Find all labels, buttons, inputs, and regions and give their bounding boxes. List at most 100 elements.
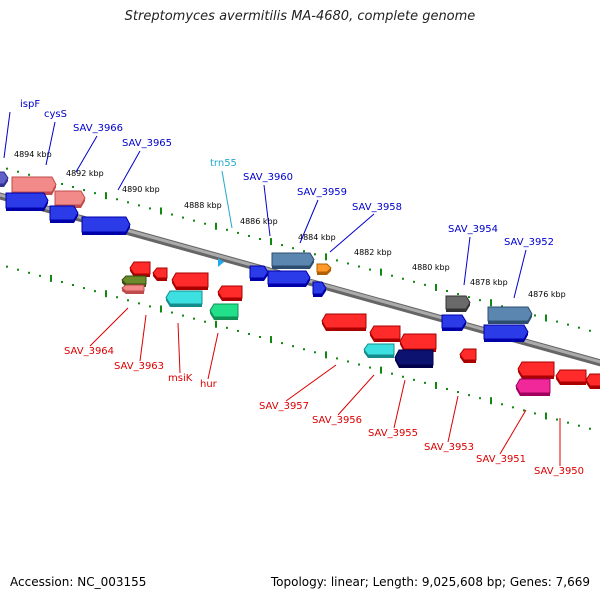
minor-tick [336,259,338,262]
gene-SAV_3959[interactable] [316,263,332,275]
minor-tick [413,378,415,381]
gene-SAV_3964[interactable] [129,261,151,277]
minor-tick [303,348,305,351]
minor-tick [556,320,558,323]
gene-label[interactable]: SAV_3953 [424,442,474,453]
gene-SAV_3958a[interactable] [249,265,269,281]
gene-label[interactable]: trn55 [210,158,237,169]
kbp-tick-label: 4888 kbp [184,201,222,210]
minor-tick [138,204,140,207]
leader-line [3,111,11,159]
minor-tick [94,290,96,293]
kbp-tick-label: 4886 kbp [240,217,278,226]
gene-label[interactable]: SAV_3952 [504,237,554,248]
gene-SAV_3954[interactable] [445,295,471,312]
gene-label[interactable]: SAV_3959 [297,187,347,198]
minor-tick [402,277,404,280]
reverse-tick-row [6,265,591,430]
gene-SAV_3951[interactable] [515,378,551,396]
gene-label[interactable]: SAV_3958 [352,202,402,213]
major-tick [490,299,492,307]
gene-cysS[interactable] [11,176,57,195]
gene-SAV_3950b[interactable] [585,373,600,389]
minor-tick [204,320,206,323]
minor-tick [402,375,404,378]
minor-tick [17,170,19,173]
gene-SAV_3956b[interactable] [363,343,395,358]
gene-label[interactable]: SAV_3956 [312,415,362,426]
kbp-tick-label: 4882 kbp [354,248,392,257]
gene-SAV_3965b[interactable] [49,205,79,223]
gene-SAV_3950a[interactable] [555,369,587,385]
gene-label[interactable]: msiK [168,373,193,384]
gene-SAV_3953[interactable] [459,348,477,363]
minor-tick [303,250,305,253]
gene-SAV_3955b[interactable] [394,349,434,368]
gene-msiK-a[interactable] [171,272,209,290]
gene-SAV_3955[interactable] [399,333,437,352]
minor-tick [534,314,536,317]
gene-SAV_3963b[interactable] [121,284,145,294]
gene-SAV_3958c[interactable] [312,281,327,297]
gene-label[interactable]: SAV_3965 [122,138,172,149]
minor-tick [83,189,85,192]
leader-line [263,184,271,237]
gene-SAV_3956[interactable] [369,325,401,342]
gene-label[interactable]: SAV_3964 [64,346,114,357]
gene-label[interactable]: SAV_3966 [73,123,123,134]
gene-hur[interactable] [209,303,239,320]
major-tick [50,274,52,282]
minor-tick [226,228,228,231]
minor-tick [391,372,393,375]
gene-SAV_3957[interactable] [321,313,367,331]
gene-SAV_3958b[interactable] [267,270,311,287]
gene-label[interactable]: SAV_3950 [534,466,584,477]
major-tick [105,192,107,200]
minor-tick [6,265,8,268]
gene-label[interactable]: SAV_3955 [368,428,418,439]
leader-line [221,170,233,229]
minor-tick [501,305,503,308]
gene-ispF[interactable] [0,171,9,187]
gene-SAV_3960[interactable] [271,252,315,269]
minor-tick [72,284,74,287]
gene-label[interactable]: SAV_3954 [448,224,498,235]
gene-label[interactable]: SAV_3951 [476,454,526,465]
gene-hur-a[interactable] [217,285,243,301]
major-tick [160,207,162,215]
trn55-mark [218,258,224,267]
minor-tick [567,421,569,424]
major-tick [215,320,217,328]
gene-label[interactable]: SAV_3957 [259,401,309,412]
gene-SAV_3952[interactable] [487,306,533,324]
minor-tick [578,326,580,329]
major-tick [545,314,547,322]
gene-label[interactable]: hur [200,379,218,390]
gene-SAV_3965c[interactable] [81,216,131,235]
gene-label[interactable]: ispF [20,99,40,110]
major-tick [490,397,492,405]
gene-SAV_3954b[interactable] [441,314,467,331]
gene-SAV_3952b[interactable] [483,324,529,342]
page-title: Streptomyces avermitilis MA-4680, comple… [124,9,476,24]
gene-label[interactable]: cysS [44,109,67,120]
gene-msiK[interactable] [165,290,203,307]
major-tick [270,238,272,246]
kbp-tick-label: 4892 kbp [66,169,104,178]
gene-SAV_3963a[interactable] [152,267,168,281]
kbp-tick-label: 4880 kbp [412,263,450,272]
gene-SAV_3965a[interactable] [5,192,49,211]
gene-label[interactable]: SAV_3963 [114,361,164,372]
minor-tick [336,357,338,360]
gene-SAV_3966[interactable] [54,190,86,208]
minor-tick [446,289,448,292]
minor-tick [347,262,349,265]
minor-tick [17,268,19,271]
minor-tick [259,238,261,241]
minor-tick [446,387,448,390]
gene-label[interactable]: SAV_3960 [243,172,293,183]
leader-line [285,364,337,402]
minor-tick [83,287,85,290]
minor-tick [94,192,96,195]
gene-SAV_3951a[interactable] [517,361,555,379]
